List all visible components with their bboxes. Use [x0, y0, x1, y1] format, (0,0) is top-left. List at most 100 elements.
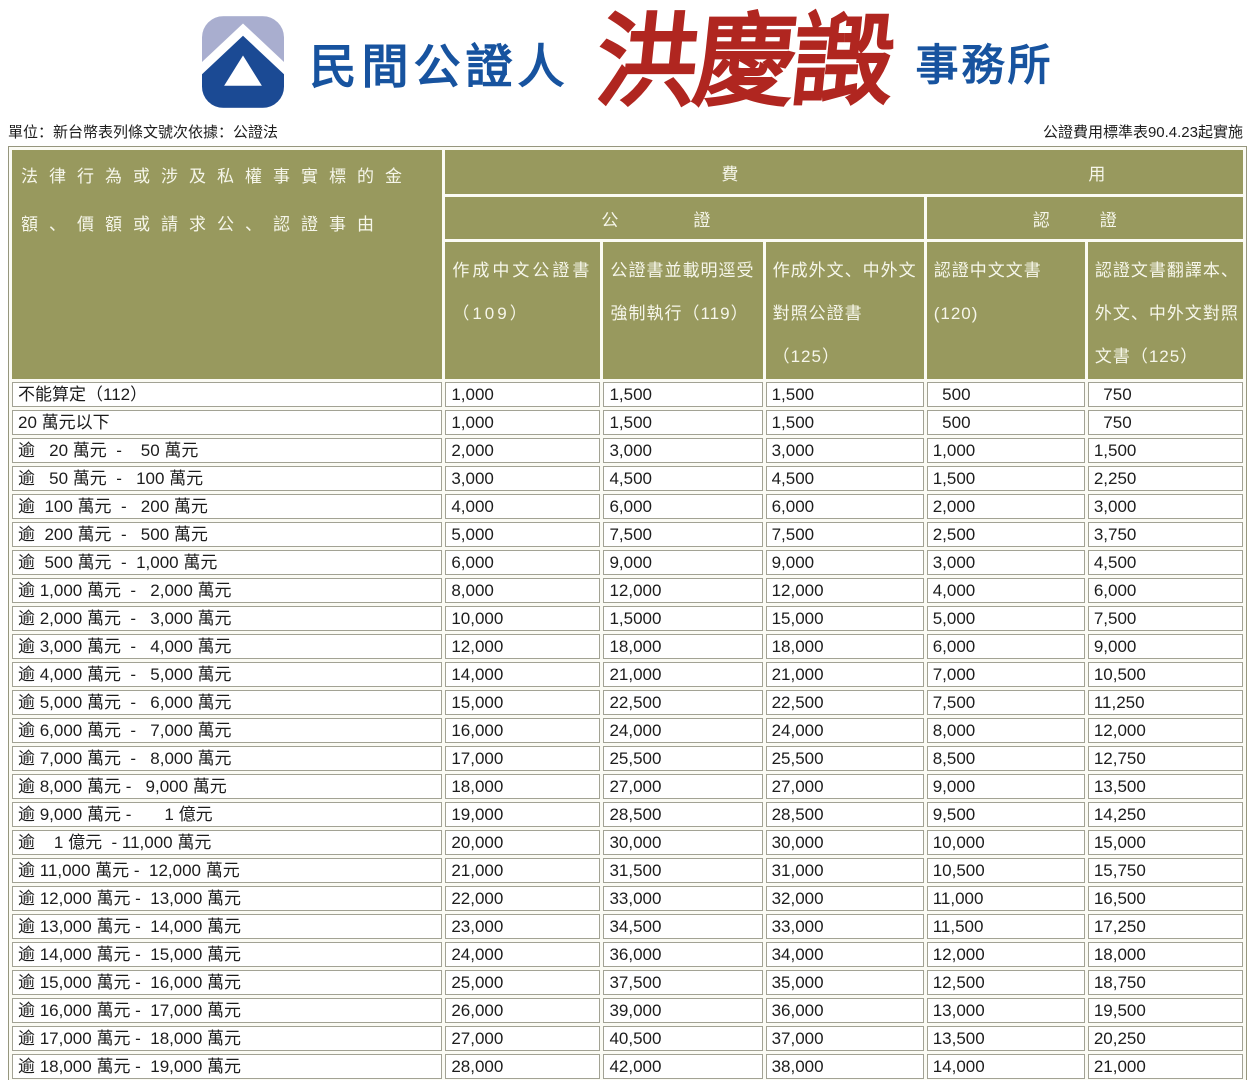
fee-cell: 28,500: [765, 802, 924, 827]
fee-cell: 4,000: [926, 578, 1085, 603]
range-cell: 不能算定（112）: [12, 382, 443, 407]
fee-cell: 2,250: [1087, 466, 1243, 491]
range-cell: 逾 13,000 萬元 - 14,000 萬元: [12, 914, 443, 939]
fee-cell: 35,000: [765, 970, 924, 995]
table-row: 逾 1 億元 - 11,000 萬元 20,000 30,000 30,000 10,0…: [12, 830, 1243, 855]
fee-cell: 14,250: [1087, 802, 1243, 827]
fee-cell: 13,500: [926, 1026, 1085, 1051]
table-row: 逾 200 萬元 - 500 萬元 5,000 7,500 7,500 2,500 3,7…: [12, 522, 1243, 547]
fee-cell: 12,000: [1087, 718, 1243, 743]
range-cell: 逾 500 萬元 - 1,000 萬元: [12, 550, 443, 575]
table-row: 逾 4,000 萬元 - 5,000 萬元 14,000 21,000 21,000 7…: [12, 662, 1243, 687]
range-cell: 逾 9,000 萬元 - 1 億元: [12, 802, 443, 827]
column-header-foreign-language-deed: 作成外文、中外文 對照公證書（125）: [765, 242, 924, 379]
masthead: 民間公證人 洪慶譭 事務所: [0, 0, 1255, 122]
fee-cell: 9,000: [1087, 634, 1243, 659]
fee-cell: 9,000: [765, 550, 924, 575]
fee-cell: 25,500: [765, 746, 924, 771]
fee-cell: 36,000: [603, 942, 763, 967]
fee-cell: 31,500: [603, 858, 763, 883]
range-cell: 逾 1 億元 - 11,000 萬元: [12, 830, 443, 855]
table-row: 逾 9,000 萬元 - 1 億元 19,000 28,500 28,500 9,500…: [12, 802, 1243, 827]
fee-cell: 27,000: [765, 774, 924, 799]
fee-cell: 12,000: [926, 942, 1085, 967]
notary-name-calligraphy: 洪慶譭: [589, 2, 896, 122]
fee-cell: 15,000: [445, 690, 601, 715]
office-title-suffix: 事務所: [915, 42, 1054, 90]
fee-cell: 21,000: [765, 662, 924, 687]
column-header-attest-translation: 認證文書翻譯本、 外文、中外文對照 文書（125）: [1087, 242, 1243, 379]
fee-cell: 12,750: [1087, 746, 1243, 771]
fee-cell: 33,000: [603, 886, 763, 911]
office-title-prefix: 民間公證人: [309, 39, 570, 93]
fee-cell: 500: [926, 410, 1085, 435]
range-cell: 20 萬元以下: [12, 410, 443, 435]
fee-cell: 11,250: [1087, 690, 1243, 715]
range-cell: 逾 16,000 萬元 - 17,000 萬元: [12, 998, 443, 1023]
fee-cell: 9,500: [926, 802, 1085, 827]
fee-cell: 21,000: [603, 662, 763, 687]
fee-cell: 1,500: [603, 410, 763, 435]
fee-cell: 6,000: [926, 634, 1085, 659]
fee-cell: 32,000: [765, 886, 924, 911]
fee-cell: 1,5000: [603, 606, 763, 631]
fee-cell: 16,000: [445, 718, 601, 743]
fee-cell: 25,500: [603, 746, 763, 771]
fee-cell: 8,000: [926, 718, 1085, 743]
fee-cell: 7,500: [765, 522, 924, 547]
fee-cell: 28,000: [445, 1054, 601, 1079]
range-cell: 逾 50 萬元 - 100 萬元: [12, 466, 443, 491]
range-cell: 逾 6,000 萬元 - 7,000 萬元: [12, 718, 443, 743]
fee-cell: 31,000: [765, 858, 924, 883]
fee-cell: 23,000: [445, 914, 601, 939]
fee-cell: 7,500: [926, 690, 1085, 715]
fee-cell: 2,000: [445, 438, 601, 463]
fee-cell: 10,000: [445, 606, 601, 631]
table-row: 逾 500 萬元 - 1,000 萬元 6,000 9,000 9,000 3,000 4…: [12, 550, 1243, 575]
fee-cell: 25,000: [445, 970, 601, 995]
fee-cell: 40,500: [603, 1026, 763, 1051]
fee-cell: 3,000: [1087, 494, 1243, 519]
fee-cell: 26,000: [445, 998, 601, 1023]
table-row: 逾 12,000 萬元 - 13,000 萬元 22,000 33,000 32,00…: [12, 886, 1243, 911]
fee-cell: 24,000: [765, 718, 924, 743]
group-header-notarization: 公證: [445, 197, 924, 239]
table-row: 逾 5,000 萬元 - 6,000 萬元 15,000 22,500 22,500 7…: [12, 690, 1243, 715]
fee-cell: 6,000: [603, 494, 763, 519]
fee-cell: 18,000: [603, 634, 763, 659]
fee-cell: 19,000: [445, 802, 601, 827]
range-cell: 逾 200 萬元 - 500 萬元: [12, 522, 443, 547]
unit-note: 單位：新台幣表列條文號次依據：公證法: [8, 124, 279, 141]
fee-cell: 4,000: [445, 494, 601, 519]
notary-logo-icon: [201, 16, 284, 108]
fee-cell: 11,000: [926, 886, 1085, 911]
fee-cell: 18,750: [1087, 970, 1243, 995]
fee-cell: 24,000: [603, 718, 763, 743]
fee-cell: 27,000: [603, 774, 763, 799]
fee-cell: 20,250: [1087, 1026, 1243, 1051]
fee-cell: 42,000: [603, 1054, 763, 1079]
fee-cell: 5,000: [445, 522, 601, 547]
range-cell: 逾 20 萬元 - 50 萬元: [12, 438, 443, 463]
header-row-columns: 作成中文公證書 （109） 公證書並載明逕受 強制執行（119） 作成外文、中外…: [12, 242, 1243, 379]
table-row: 逾 20 萬元 - 50 萬元 2,000 3,000 3,000 1,000 1,500: [12, 438, 1243, 463]
fee-cell: 3,000: [603, 438, 763, 463]
fee-cell: 15,750: [1087, 858, 1243, 883]
fee-cell: 33,000: [765, 914, 924, 939]
table-row: 逾 6,000 萬元 - 7,000 萬元 16,000 24,000 24,000 8…: [12, 718, 1243, 743]
fee-cell: 9,000: [603, 550, 763, 575]
table-row: 逾 14,000 萬元 - 15,000 萬元 24,000 36,000 34,00…: [12, 942, 1243, 967]
fee-cell: 22,500: [603, 690, 763, 715]
fee-cell: 750: [1087, 410, 1243, 435]
fee-cell: 11,500: [926, 914, 1085, 939]
fee-cell: 27,000: [445, 1026, 601, 1051]
column-header-compulsory-execution: 公證書並載明逕受 強制執行（119）: [603, 242, 763, 379]
fee-cell: 14,000: [445, 662, 601, 687]
fee-cell: 9,000: [926, 774, 1085, 799]
fee-cell: 36,000: [765, 998, 924, 1023]
fee-cell: 750: [1087, 382, 1243, 407]
note-row: 單位：新台幣表列條文號次依據：公證法 公證費用標準表90.4.23起實施: [0, 120, 1255, 146]
table-row: 逾 8,000 萬元 - 9,000 萬元 18,000 27,000 27,000 9…: [12, 774, 1243, 799]
fee-cell: 1,500: [1087, 438, 1243, 463]
table-row: 逾 7,000 萬元 - 8,000 萬元 17,000 25,500 25,500 8…: [12, 746, 1243, 771]
